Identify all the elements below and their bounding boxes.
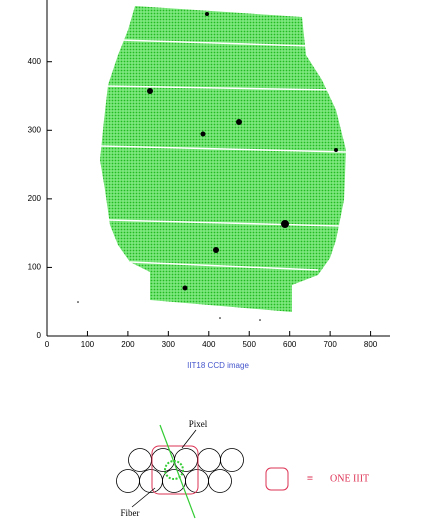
ccd-image — [77, 6, 347, 321]
y-tick-label: 400 — [28, 57, 42, 66]
pixel-label: Pixel — [189, 419, 208, 429]
fiber-label: Fiber — [121, 508, 140, 518]
x-tick-label: 100 — [81, 340, 95, 349]
x-tick-label: 200 — [121, 340, 135, 349]
equiv-sign: ≡ — [307, 473, 313, 485]
x-tick-label: 400 — [202, 340, 216, 349]
x-axis-label: IIT18 CCD image — [187, 361, 249, 370]
fiber-diagram — [116, 424, 289, 519]
defects — [77, 12, 338, 321]
x-tick-label: 600 — [283, 340, 297, 349]
x-tick-label: 700 — [323, 340, 337, 349]
x-tick-label: 500 — [243, 340, 257, 349]
stripes — [99, 39, 347, 271]
x-tick-label: 800 — [364, 340, 378, 349]
x-tick-label: 0 — [45, 340, 50, 349]
x-tick-label: 300 — [162, 340, 176, 349]
y-tick-label: 0 — [37, 331, 42, 340]
axes: 0 100 200 300 400 500 600 700 800 0 100 200 300 400 — [28, 0, 390, 349]
y-tick-label: 100 — [28, 263, 42, 272]
y-tick-label: 200 — [28, 194, 42, 203]
y-tick-label: 300 — [28, 125, 42, 134]
legend-text: ONE IIIT — [330, 473, 369, 484]
fiber-region — [100, 6, 346, 312]
